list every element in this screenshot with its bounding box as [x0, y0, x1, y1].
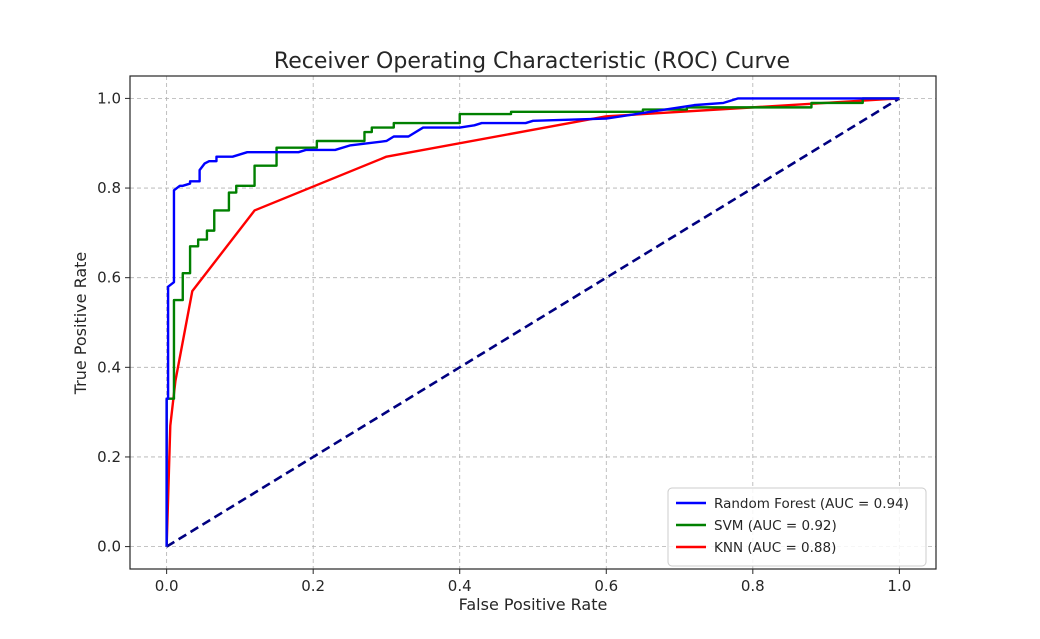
y-axis-ticks: 0.0 0.2 0.4 0.6 0.8 1.0 — [97, 89, 130, 556]
y-tick-label: 0.0 — [97, 538, 121, 556]
grid — [130, 76, 936, 569]
series-group — [165, 97, 901, 548]
x-axis-label: False Positive Rate — [459, 595, 608, 614]
random-forest-roc-line — [165, 97, 900, 547]
x-tick-label: 0.6 — [594, 577, 618, 595]
legend-label-knn: KNN (AUC = 0.88) — [714, 540, 836, 556]
knn-roc-line — [165, 97, 900, 547]
x-tick-label: 0.0 — [155, 577, 179, 595]
legend-label-random-forest: Random Forest (AUC = 0.94) — [714, 496, 909, 512]
legend: Random Forest (AUC = 0.94) SVM (AUC = 0.9… — [667, 487, 927, 567]
y-tick-label: 0.4 — [97, 358, 121, 376]
chance-roc-line — [165, 97, 901, 548]
x-axis-ticks: 0.0 0.2 0.4 0.6 0.8 1.0 — [155, 569, 911, 595]
x-tick-label: 0.8 — [741, 577, 765, 595]
chart-title: Receiver Operating Characteristic (ROC) … — [274, 49, 790, 74]
y-tick-label: 0.2 — [97, 448, 121, 466]
y-tick-label: 1.0 — [97, 89, 121, 107]
y-tick-label: 0.8 — [97, 179, 121, 197]
x-tick-label: 0.2 — [301, 577, 325, 595]
y-axis-label: True Positive Rate — [71, 252, 90, 396]
legend-box — [667, 487, 927, 567]
x-tick-label: 0.4 — [448, 577, 472, 595]
plot-frame — [129, 75, 937, 570]
x-tick-label: 1.0 — [887, 577, 911, 595]
y-tick-label: 0.6 — [97, 269, 121, 287]
svm-roc-line — [165, 97, 900, 547]
legend-label-svm: SVM (AUC = 0.92) — [714, 518, 837, 534]
